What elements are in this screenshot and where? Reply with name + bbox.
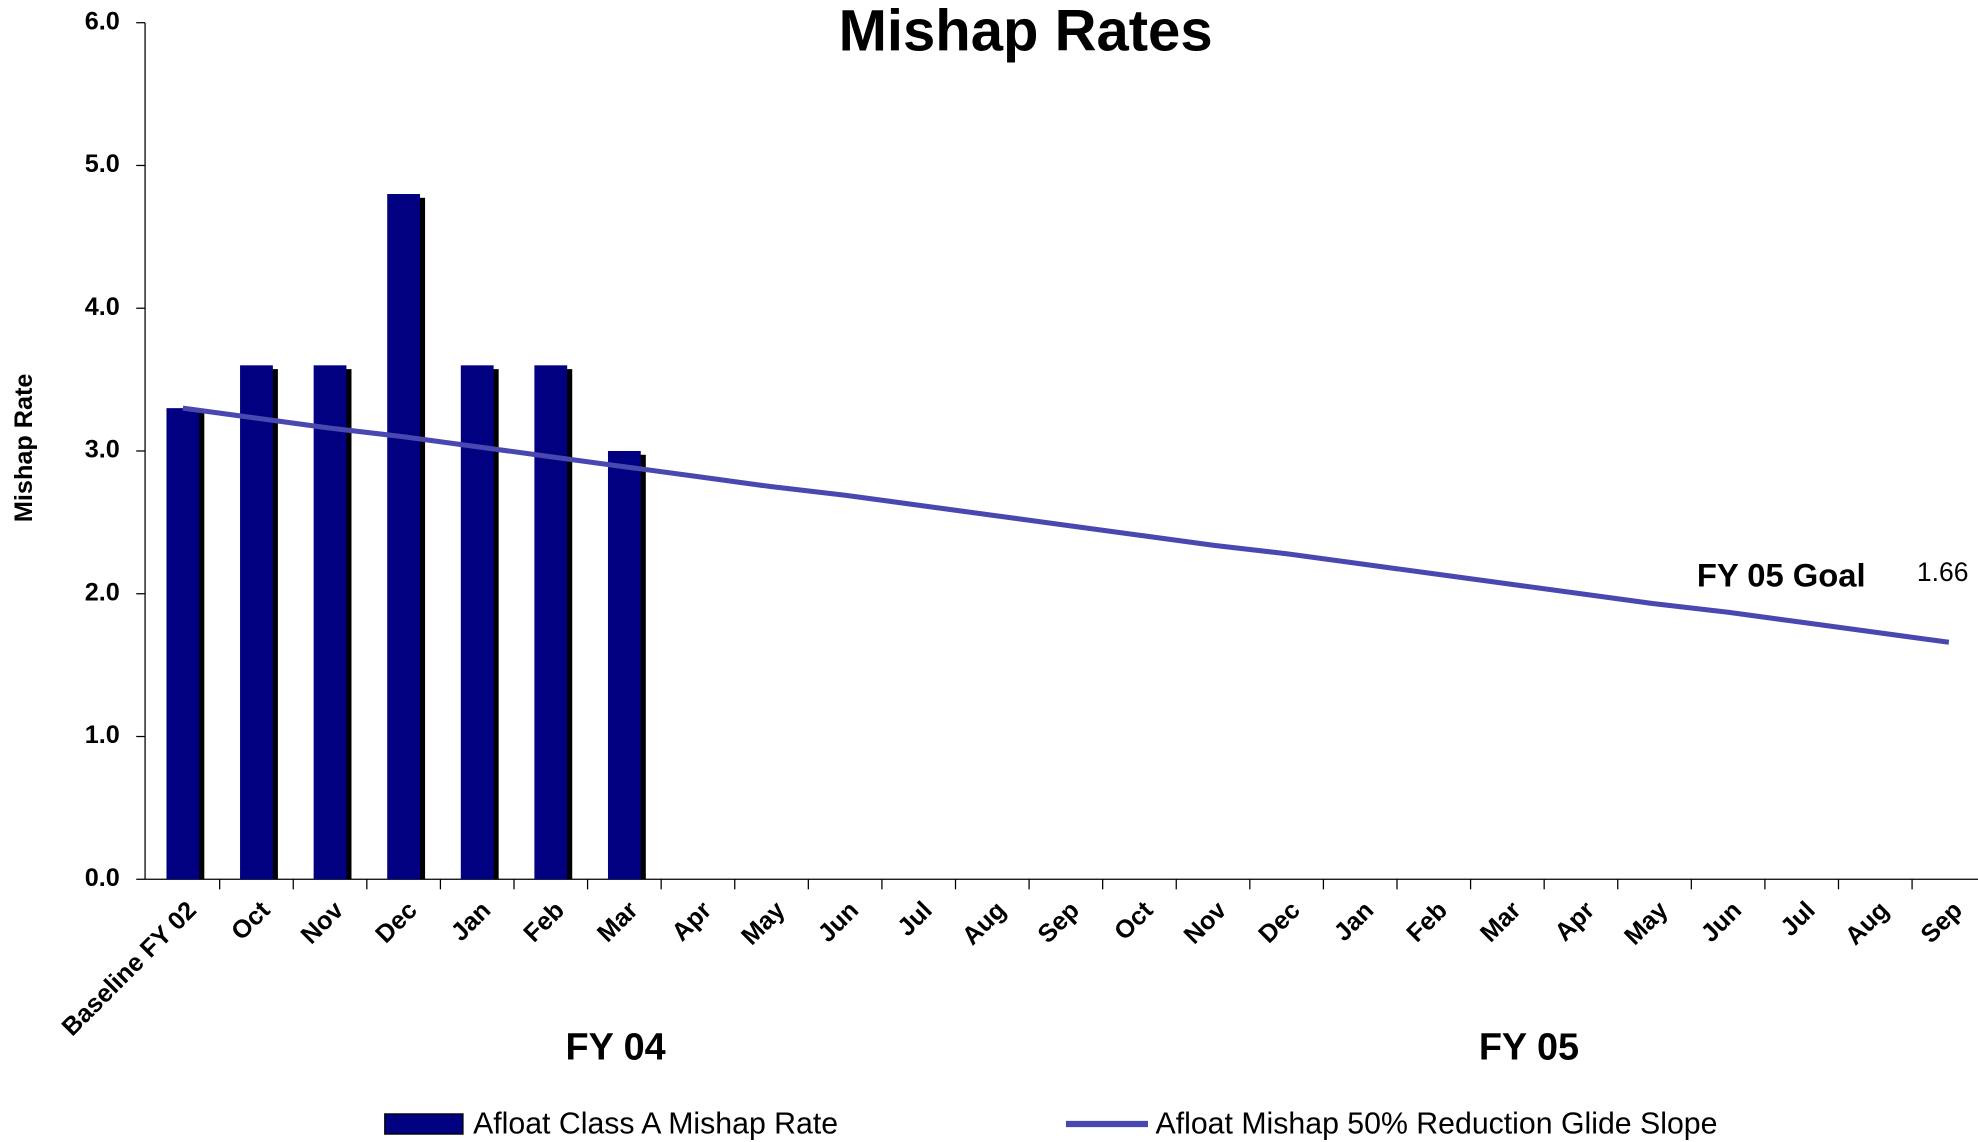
x-tick-label: Feb bbox=[1401, 896, 1453, 948]
legend-swatch bbox=[384, 1113, 464, 1135]
x-tick-label: Apr bbox=[666, 896, 717, 947]
x-tick-label: Oct bbox=[1109, 896, 1159, 946]
x-tick-label: Jun bbox=[813, 896, 865, 948]
x-tick-label: Jan bbox=[1329, 896, 1380, 947]
bar bbox=[313, 365, 347, 880]
legend-label: Afloat Class A Mishap Rate bbox=[473, 1107, 838, 1140]
y-tick-label: 6.0 bbox=[85, 7, 120, 35]
annotation: 1.66 bbox=[1917, 557, 1969, 587]
legend-label: Afloat Mishap 50% Reduction Glide Slope bbox=[1156, 1107, 1718, 1140]
x-tick-label: May bbox=[1619, 896, 1673, 950]
x-tick-label: Nov bbox=[1179, 896, 1232, 949]
x-tick-label: Mar bbox=[1475, 896, 1527, 948]
group-label: FY 05 bbox=[1479, 1027, 1579, 1069]
x-tick-label: Apr bbox=[1549, 896, 1600, 947]
y-tick-label: 2.0 bbox=[85, 578, 120, 606]
x-tick-label: Feb bbox=[518, 896, 570, 948]
glide-slope-line bbox=[182, 405, 1950, 645]
y-tick-label: 5.0 bbox=[85, 150, 120, 178]
x-tick-label: Oct bbox=[226, 896, 276, 946]
x-tick-label: Jul bbox=[892, 896, 938, 942]
bar bbox=[607, 450, 641, 880]
x-tick-label: Mar bbox=[592, 896, 644, 948]
x-tick-label: Sep bbox=[1915, 896, 1968, 949]
x-tick-label: Jan bbox=[446, 896, 497, 947]
x-tick-label: Dec bbox=[1253, 896, 1306, 949]
chart-body: Mishap Rates Mishap Rate FY 04 FY 05 FY … bbox=[10, 0, 1978, 1140]
bar bbox=[387, 194, 421, 880]
y-tick-label: 3.0 bbox=[85, 436, 120, 464]
bar bbox=[534, 365, 568, 880]
x-tick-label: Jun bbox=[1696, 896, 1748, 948]
y-tick-label: 1.0 bbox=[85, 721, 120, 749]
x-tick-label: Jul bbox=[1775, 896, 1821, 942]
y-axis-label: Mishap Rate bbox=[10, 374, 38, 523]
y-tick-label: 0.0 bbox=[85, 864, 120, 892]
y-tick-label: 4.0 bbox=[85, 293, 120, 321]
x-tick-label: Sep bbox=[1032, 896, 1085, 949]
x-tick-label: Aug bbox=[957, 896, 1011, 950]
chart-title: Mishap Rates bbox=[839, 0, 1213, 64]
x-tick-label: Dec bbox=[370, 896, 423, 949]
bar bbox=[166, 408, 200, 880]
x-tick-label: Baseline FY 02 bbox=[57, 896, 202, 1041]
x-tick-label: Aug bbox=[1840, 896, 1894, 950]
bar bbox=[240, 365, 273, 880]
bar bbox=[460, 365, 494, 880]
group-label: FY 04 bbox=[565, 1027, 665, 1069]
x-tick-label: May bbox=[736, 896, 790, 950]
x-tick-label: Nov bbox=[296, 896, 349, 949]
annotation: FY 05 Goal bbox=[1697, 556, 1866, 593]
